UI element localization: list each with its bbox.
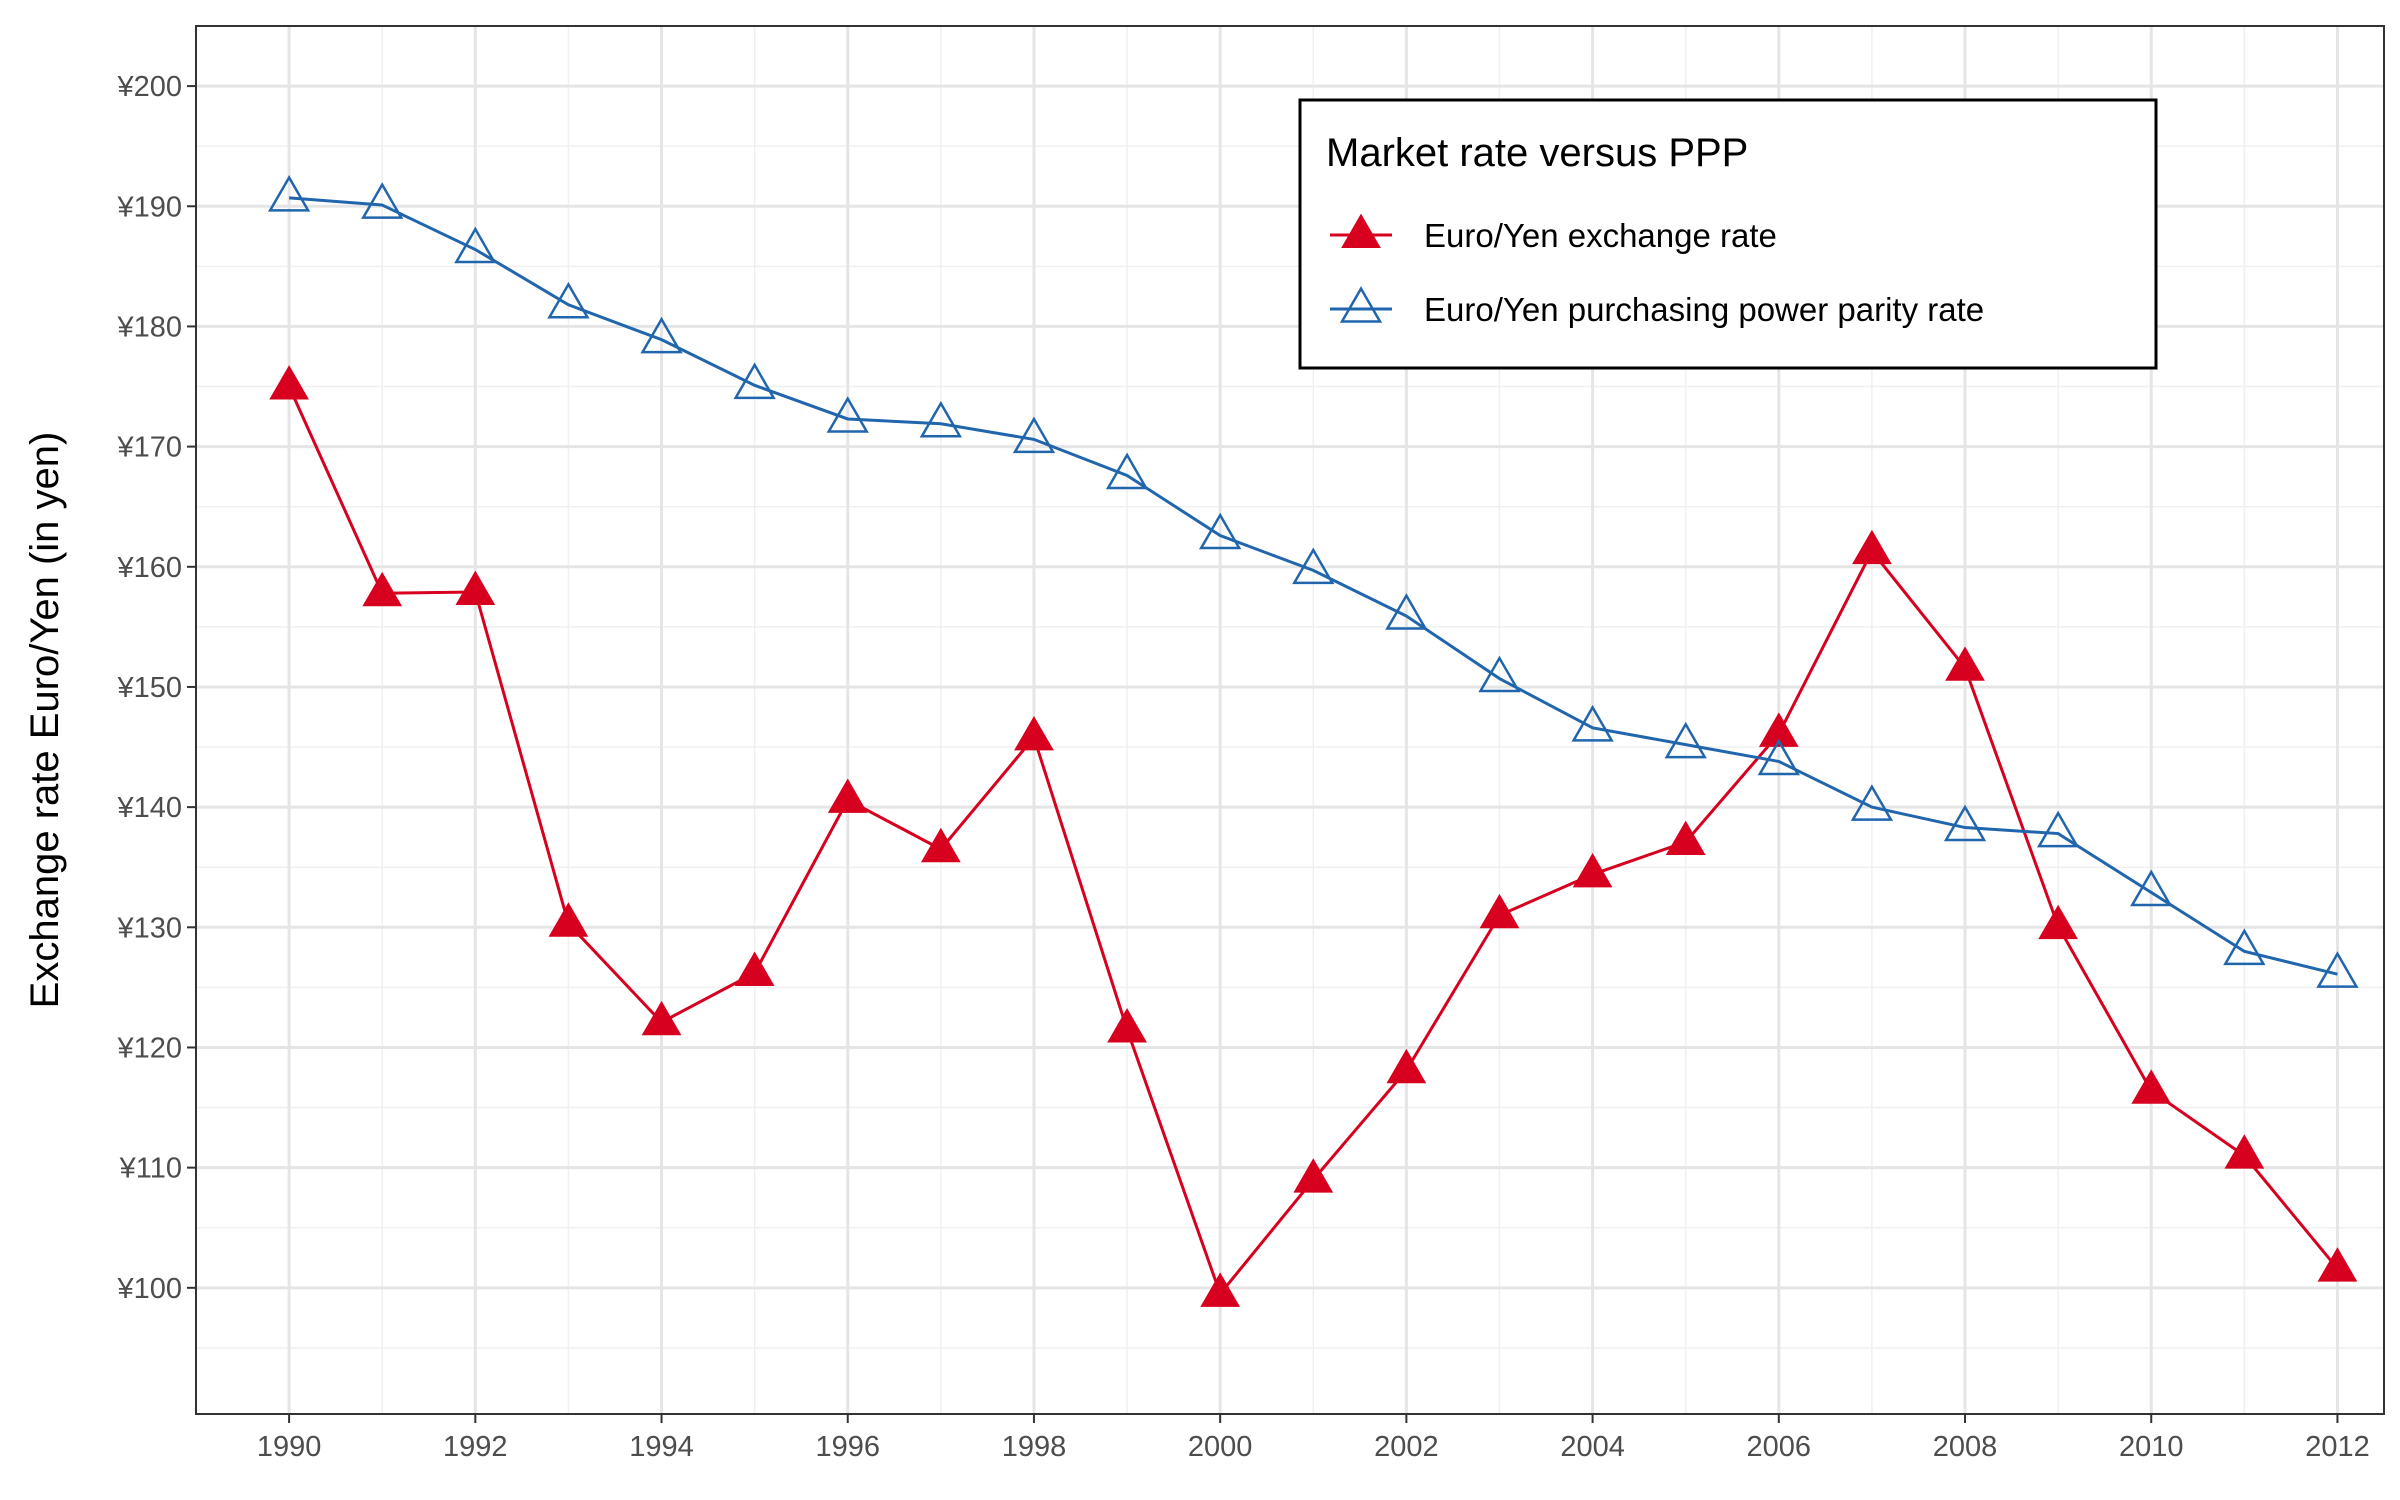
x-tick-label: 2002: [1374, 1431, 1439, 1463]
legend: Market rate versus PPP Euro/Yen exchange…: [1298, 98, 2158, 370]
x-tick-label: 2006: [1747, 1431, 1812, 1463]
data-point-open-triangle: [1292, 547, 1335, 585]
x-tick-label: 1990: [257, 1431, 322, 1463]
y-tick-label: ¥160: [116, 552, 182, 584]
data-point-open-triangle: [1385, 593, 1428, 630]
data-point-filled-triangle: [1665, 820, 1706, 855]
data-point-open-triangle: [361, 182, 404, 219]
x-tick-label: 2008: [1933, 1431, 1998, 1463]
plot-border: [195, 25, 2385, 1415]
data-point-open-triangle: [1105, 452, 1149, 490]
data-point-open-triangle: [1664, 721, 1707, 759]
data-point-filled-triangle: [1479, 893, 1520, 929]
series-line: [288, 196, 2338, 976]
y-tick-label: ¥120: [116, 1032, 182, 1064]
data-point-filled-triangle: [2131, 1069, 2172, 1104]
y-tick-label: ¥100: [116, 1273, 182, 1305]
x-tick-label: 2000: [1188, 1431, 1253, 1463]
data-point-filled-triangle: [2038, 904, 2078, 940]
legend-entry: Euro/Yen purchasing power parity rate: [1330, 286, 1984, 328]
legend-title: Market rate versus PPP: [1326, 131, 1748, 175]
series-2: [267, 174, 2359, 988]
series-1: [269, 365, 2358, 1307]
data-point-open-triangle: [1012, 416, 1056, 454]
legend-entries: Euro/Yen exchange rate Euro/Yen purchasin…: [1330, 213, 1984, 328]
y-tick-label: ¥200: [116, 71, 182, 103]
y-tick-label: ¥150: [116, 672, 182, 704]
data-point-filled-triangle: [1293, 1158, 1334, 1193]
x-tick-label: 1994: [629, 1431, 694, 1463]
data-point-filled-triangle: [1572, 853, 1613, 888]
data-point-filled-triangle: [641, 1000, 682, 1036]
y-tick-label: ¥130: [116, 912, 182, 944]
data-point-open-triangle: [1571, 704, 1614, 742]
data-point-filled-triangle: [734, 951, 775, 986]
legend-key-filled-triangle: [1341, 213, 1381, 249]
x-tick-label: 1996: [815, 1431, 880, 1463]
data-point-open-triangle: [1850, 784, 1894, 821]
data-point-open-triangle: [454, 226, 497, 264]
data-point-open-triangle: [2036, 810, 2080, 848]
data-point-open-triangle: [919, 400, 963, 438]
data-point-open-triangle: [826, 396, 869, 433]
data-point-open-triangle: [640, 316, 683, 354]
data-point-open-triangle: [2316, 951, 2359, 988]
series-lines: [267, 174, 2359, 1307]
data-point-filled-triangle: [455, 570, 496, 606]
data-point-filled-triangle: [1852, 529, 1892, 565]
y-tick-label: ¥140: [116, 792, 182, 824]
data-point-filled-triangle: [548, 902, 589, 937]
data-point-open-triangle: [1478, 655, 1521, 693]
data-point-open-triangle: [1199, 512, 1242, 550]
data-point-filled-triangle: [362, 571, 403, 607]
data-point-open-triangle: [733, 362, 776, 400]
axes: 1990 1992 1994 1996 1998 2000 2002 2004 2006 2008…: [116, 71, 2369, 1463]
data-point-open-triangle: [2130, 869, 2173, 907]
data-point-filled-triangle: [920, 827, 961, 863]
data-point-filled-triangle: [1107, 1008, 1147, 1043]
data-point-filled-triangle: [2317, 1247, 2358, 1282]
x-tick-label: 1992: [443, 1431, 508, 1463]
x-tick-label: 1998: [1002, 1431, 1067, 1463]
x-tick-label: 2012: [2305, 1431, 2370, 1463]
legend-box: [1298, 98, 2158, 370]
data-point-open-triangle: [2223, 928, 2266, 966]
data-point-filled-triangle: [1014, 716, 1054, 751]
data-point-filled-triangle: [1386, 1048, 1427, 1084]
x-tick-label: 2004: [1560, 1431, 1625, 1463]
y-tick-label: ¥110: [119, 1153, 182, 1185]
plot-panel: [195, 25, 2385, 1415]
y-axis-title: Exchange rate Euro/Yen (in yen): [23, 432, 67, 1009]
data-point-open-triangle: [547, 281, 590, 319]
data-point-filled-triangle: [269, 365, 309, 400]
data-point-filled-triangle: [827, 778, 868, 813]
legend-entry: Euro/Yen exchange rate: [1330, 213, 1777, 254]
data-point-filled-triangle: [1945, 646, 1985, 681]
y-tick-label: ¥170: [116, 432, 182, 464]
legend-key-open-triangle: [1339, 286, 1383, 323]
legend-label: Euro/Yen exchange rate: [1424, 217, 1777, 254]
data-point-open-triangle: [1757, 738, 1800, 776]
data-point-filled-triangle: [1200, 1272, 1241, 1307]
data-point-open-triangle: [1943, 804, 1987, 842]
y-tick-label: ¥180: [116, 311, 182, 343]
data-point-filled-triangle: [1758, 712, 1799, 747]
data-point-filled-triangle: [2224, 1134, 2265, 1169]
y-tick-label: ¥190: [116, 191, 182, 223]
x-tick-label: 2010: [2119, 1431, 2184, 1463]
data-point-open-triangle: [267, 174, 311, 212]
legend-label: Euro/Yen purchasing power parity rate: [1424, 291, 1984, 328]
